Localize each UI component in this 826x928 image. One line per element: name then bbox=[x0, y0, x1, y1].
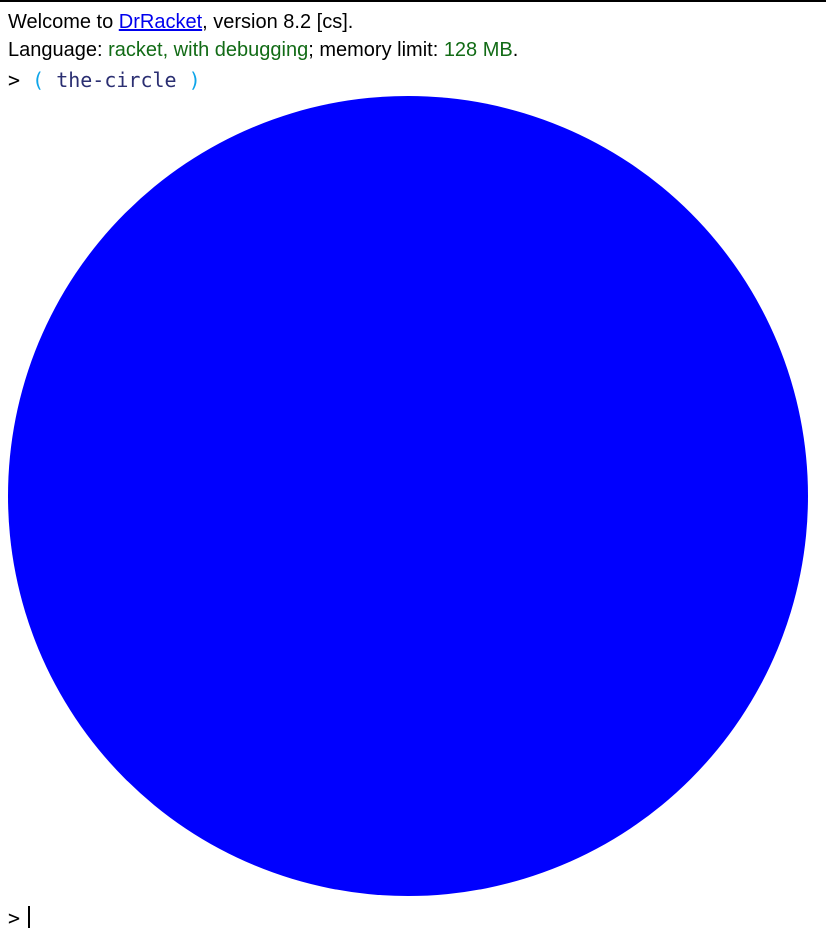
evaluated-expression-line: > ( the-circle ) bbox=[8, 68, 201, 93]
drracket-link[interactable]: DrRacket bbox=[118, 11, 203, 33]
input-line[interactable]: > bbox=[8, 906, 31, 928]
repl-input-prompt: > bbox=[8, 906, 21, 928]
language-line-end: . bbox=[512, 39, 519, 61]
welcome-suffix: , version 8.2 [cs]. bbox=[202, 11, 354, 33]
text-caret[interactable] bbox=[28, 906, 31, 928]
welcome-prefix: Welcome to bbox=[8, 11, 119, 33]
circle-result-image bbox=[8, 96, 808, 896]
expression-identifier: the-circle bbox=[56, 68, 177, 92]
language-line: Language: racket, with debugging; memory… bbox=[8, 38, 518, 62]
memory-limit-value: 128 MB bbox=[443, 39, 513, 61]
language-name: racket, with debugging bbox=[108, 39, 309, 61]
memory-separator: ; memory limit: bbox=[308, 39, 444, 61]
welcome-line: Welcome to DrRacket, version 8.2 [cs]. bbox=[8, 10, 353, 34]
close-paren: ) bbox=[188, 68, 201, 92]
repl-prompt: > bbox=[8, 68, 21, 92]
open-paren: ( bbox=[32, 68, 45, 92]
language-label: Language: bbox=[8, 39, 109, 61]
